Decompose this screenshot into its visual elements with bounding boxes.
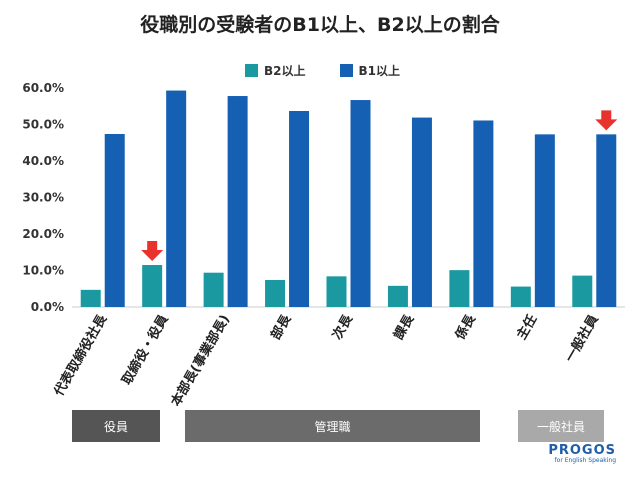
- bar-b1: [534, 134, 555, 307]
- group-label-management: 管理職: [185, 410, 480, 442]
- legend-label-b2: B2以上: [264, 64, 306, 78]
- brand-logo: PROGOS for English Speaking: [548, 443, 616, 464]
- brand-tagline: for English Speaking: [554, 457, 616, 464]
- bar-b2: [265, 279, 286, 307]
- legend-item-b2: B2以上: [245, 62, 306, 79]
- x-tick-label: 一般社員: [562, 312, 602, 365]
- group-label-executives: 役員: [72, 410, 160, 442]
- bar-b2: [142, 265, 163, 307]
- x-tick-label: 代表取締役社長: [50, 311, 110, 400]
- legend-item-b1: B1以上: [339, 62, 401, 79]
- bar-b2: [510, 286, 531, 307]
- x-tick-label: 次長: [329, 311, 356, 342]
- bar-b1: [104, 133, 125, 307]
- bar-b1: [289, 110, 310, 308]
- y-tick-label: 10.0%: [22, 264, 64, 278]
- bar-b2: [387, 285, 408, 307]
- x-tick-label: 取締役・役員: [119, 312, 172, 388]
- y-tick-label: 50.0%: [22, 118, 64, 132]
- highlight-arrow-icon: [595, 110, 618, 131]
- brand-name: PROGOS: [548, 443, 616, 458]
- bar-b2: [449, 270, 470, 307]
- y-tick-label: 20.0%: [22, 227, 64, 241]
- y-tick-label: 40.0%: [22, 154, 64, 168]
- bar-b2: [203, 272, 224, 307]
- bar-b1: [596, 134, 617, 307]
- highlight-arrow-icon: [141, 241, 164, 262]
- x-tick-label: 部長: [268, 311, 295, 342]
- bar-b1: [411, 117, 432, 307]
- x-tick-label: 主任: [513, 312, 540, 343]
- legend-label-b1: B1以上: [358, 64, 401, 78]
- bar-b1: [350, 100, 371, 307]
- y-tick-label: 0.0%: [31, 300, 64, 314]
- bar-b1: [473, 120, 494, 307]
- bar-b1: [166, 90, 187, 308]
- group-label-general-staff: 一般社員: [518, 410, 604, 442]
- bar-b1: [227, 96, 248, 307]
- bar-b2: [326, 276, 347, 307]
- bar-b2: [572, 275, 593, 307]
- x-tick-label: 係長: [452, 311, 479, 342]
- y-tick-label: 30.0%: [22, 191, 64, 205]
- legend-swatch-b1: [339, 64, 353, 77]
- legend-swatch-b2: [245, 64, 258, 77]
- x-tick-label: 課長: [391, 311, 418, 342]
- y-tick-label: 60.0%: [22, 81, 64, 95]
- x-tick-label: 本部長(事業部長): [168, 312, 233, 409]
- bar-b2: [80, 289, 101, 307]
- chart-legend: B2以上 B1以上: [245, 62, 434, 79]
- chart-title: 役職別の受験者のB1以上、B2以上の割合: [140, 14, 500, 36]
